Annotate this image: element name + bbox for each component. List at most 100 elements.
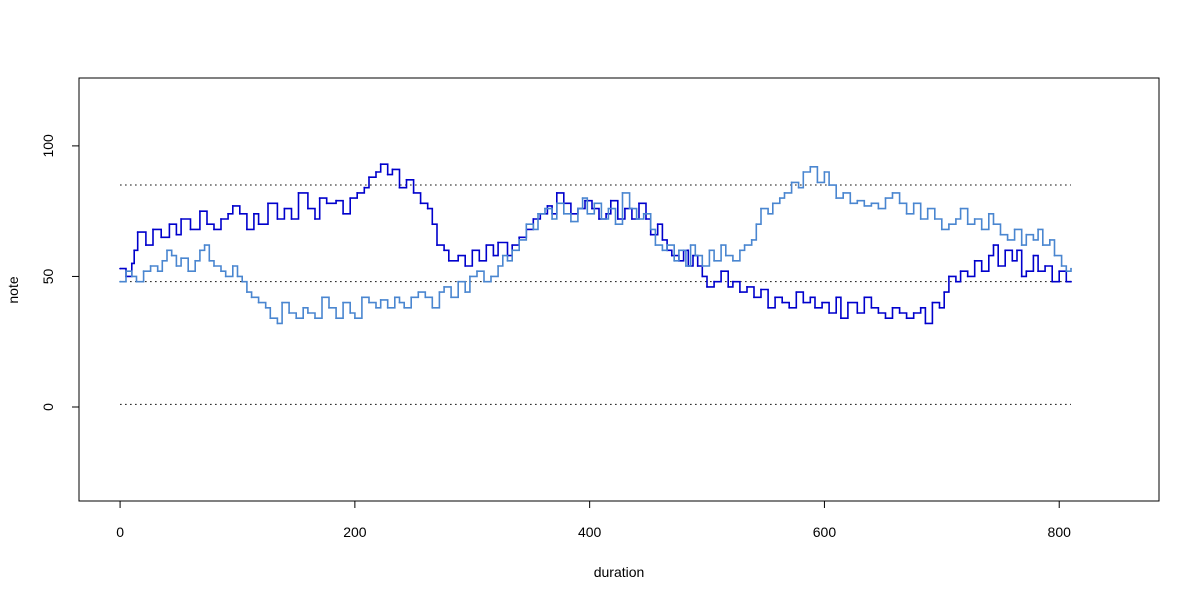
series-1-point: [863, 205, 866, 207]
series-1-point: [450, 296, 452, 299]
series-1-point: [755, 223, 758, 226]
series-0-point: [485, 244, 488, 247]
series-1-point: [551, 218, 553, 220]
series-1-point: [314, 317, 316, 320]
series-1-point: [166, 249, 168, 252]
series-1-point: [194, 259, 197, 262]
series-1-point: [125, 270, 127, 273]
series-1-point: [713, 259, 715, 262]
series-1-point: [483, 280, 485, 283]
series-0-point: [497, 241, 499, 244]
series-1-point: [361, 296, 363, 299]
series-0-point: [609, 199, 612, 202]
series-1-point: [1060, 265, 1063, 267]
series-0-point: [809, 296, 812, 299]
series-1-point: [955, 218, 957, 220]
series-0-point: [555, 192, 558, 194]
series-0-point: [992, 244, 995, 247]
series-0-point: [696, 265, 699, 267]
series-0-point: [631, 218, 633, 220]
series-1-point: [654, 244, 657, 247]
series-0-point: [363, 186, 366, 189]
series-0-point: [912, 312, 915, 314]
series-1-point: [431, 306, 434, 309]
series-0-point: [368, 176, 370, 179]
series-0-point: [835, 296, 838, 299]
series-1-point: [581, 197, 584, 200]
x-axis-label: duration: [594, 564, 645, 580]
series-1-point: [241, 280, 244, 283]
series-1-point: [375, 306, 377, 309]
series-1-point: [767, 212, 769, 215]
series-1-point: [724, 254, 727, 257]
series-1-point: [203, 244, 206, 247]
series-0-point: [692, 254, 694, 257]
series-0-point: [706, 286, 708, 288]
series-0-point: [457, 254, 460, 257]
series-0-point: [532, 218, 535, 220]
series-1-point: [778, 197, 781, 200]
series-0-point: [220, 218, 222, 220]
series-0-point: [955, 280, 957, 283]
series-1-point: [497, 265, 499, 267]
series-1-point: [783, 192, 786, 194]
series-1-point: [1041, 244, 1044, 247]
series-0-point: [412, 192, 415, 194]
series-0-point: [213, 228, 215, 231]
series-1-point: [816, 181, 819, 184]
series-1-point: [457, 280, 460, 283]
series-1-point: [842, 192, 845, 194]
series-0-point: [1051, 280, 1054, 283]
x-tick-label: 800: [1048, 524, 1072, 540]
series-0-point: [546, 205, 549, 207]
series-1-point: [220, 270, 222, 273]
series-0-point: [919, 306, 922, 309]
series-1-point: [438, 291, 441, 293]
series-0-point: [471, 249, 474, 252]
series-0-point: [959, 270, 962, 273]
series-1-point: [135, 280, 138, 283]
series-1-point: [393, 296, 396, 299]
series-1-point: [877, 207, 880, 210]
series-0-point: [436, 244, 438, 247]
series-1-point: [119, 280, 121, 283]
series-1-point: [621, 192, 624, 194]
series-1-point: [708, 249, 711, 252]
series-1-point: [199, 249, 201, 252]
x-tick-label: 200: [343, 524, 367, 540]
series-0-point: [828, 312, 830, 314]
series-1-point: [919, 218, 922, 220]
series-1-point: [760, 207, 762, 210]
series-0-point: [1032, 254, 1035, 257]
series-0-point: [661, 239, 664, 241]
series-0-point: [943, 291, 946, 293]
series-0-point: [997, 265, 1000, 267]
series-1-point: [600, 218, 603, 220]
series-0-point: [1070, 280, 1072, 283]
series-0-point: [739, 291, 741, 293]
series-1-point: [187, 270, 190, 273]
series-0-point: [283, 207, 286, 210]
series-0-point: [1037, 270, 1039, 273]
series-0-point: [1058, 270, 1061, 273]
series-1-point: [276, 322, 279, 325]
series-0-point: [1016, 249, 1018, 252]
series-0-point: [1044, 265, 1046, 267]
series-0-point: [349, 197, 352, 200]
series-0-point: [753, 296, 755, 299]
series-1-point: [980, 228, 983, 231]
series-0-point: [267, 202, 269, 205]
series-1-point: [1020, 244, 1023, 247]
series-0-point: [443, 249, 445, 252]
series-0-point: [133, 249, 136, 252]
series-1-point: [518, 239, 521, 241]
series-1-point: [424, 296, 427, 299]
series-0-point: [405, 178, 408, 181]
series-1-point: [379, 299, 382, 301]
series-0-point: [168, 223, 171, 226]
series-1-point: [544, 207, 546, 210]
series-0-point: [325, 202, 328, 205]
series-1-point: [1006, 239, 1009, 241]
series-0-point: [180, 218, 183, 220]
series-1-point: [905, 212, 908, 215]
